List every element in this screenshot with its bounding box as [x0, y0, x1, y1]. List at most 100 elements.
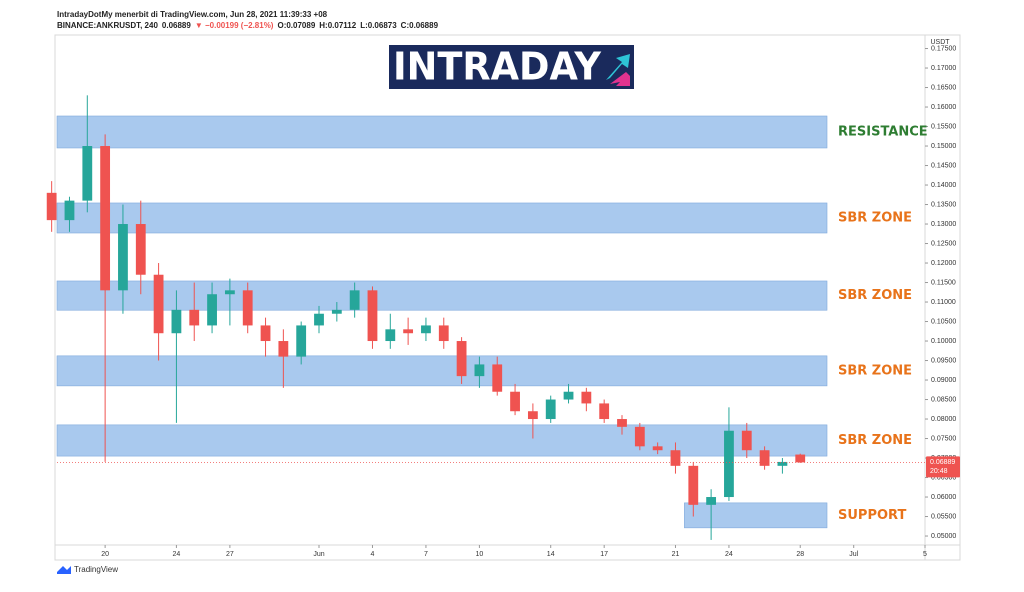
logo-box [389, 45, 634, 89]
y-tick-label: 0.09000 [931, 377, 956, 384]
y-tick-label: 0.17000 [931, 65, 956, 72]
x-tick-label: 24 [725, 551, 733, 558]
x-tick-label: 20 [101, 551, 109, 558]
y-tick-label: 0.12000 [931, 260, 956, 267]
candle-body [64, 200, 75, 221]
candle-body [724, 430, 734, 498]
x-tick-label: 21 [672, 551, 680, 558]
candle-body [492, 364, 503, 392]
high: H:0.07112 [319, 21, 356, 30]
zone-label: SBR ZONE [838, 288, 912, 303]
candle-body [421, 325, 431, 334]
x-tick-label: 17 [600, 551, 608, 558]
candle-body [331, 309, 342, 314]
price-tag [926, 456, 960, 478]
y-tick-label: 0.13000 [931, 221, 956, 228]
zone-label: SBR ZONE [838, 210, 912, 225]
candle-body [82, 146, 93, 201]
y-tick-label: 0.14500 [931, 162, 956, 169]
zone [56, 202, 828, 234]
currency: USDT [930, 39, 950, 46]
x-tick-label: 10 [476, 551, 484, 558]
candle-body [652, 446, 663, 451]
candle-body [777, 461, 788, 466]
publisher: IntradayDotMy menerbit di TradingView.co… [57, 10, 328, 19]
x-tick-label: 27 [226, 551, 234, 558]
candle-body [296, 325, 307, 357]
candle-body [349, 290, 360, 310]
candle-body [510, 391, 520, 412]
y-tick-label: 0.15000 [931, 143, 956, 150]
candle-body [474, 364, 485, 377]
candle-body [242, 290, 253, 326]
y-tick-label: 0.11000 [931, 299, 956, 306]
zone [56, 424, 828, 457]
logo: INTRADAY [389, 45, 634, 89]
candle-body [314, 313, 324, 326]
candle-body [118, 224, 128, 291]
chart-frame [54, 34, 961, 561]
y-tick-label: 0.05000 [931, 533, 956, 540]
candle-body [171, 309, 182, 334]
candle-body [260, 325, 271, 342]
y-tick-label: 0.07500 [931, 435, 956, 442]
candle-body [385, 329, 396, 342]
candle-body [438, 325, 449, 342]
candle-body [224, 290, 235, 295]
price-tag-value: 0.06889 [930, 459, 955, 466]
y-tick-label: 0.17500 [931, 45, 956, 52]
price-tag-time: 20:48 [930, 468, 948, 475]
x-tick-label: Jul [849, 551, 858, 558]
zone [56, 115, 828, 149]
change: ▼ −0.00199 (−2.81%) [195, 21, 274, 30]
symbol-line: BINANCE:ANKRUSDT, 240 0.06889 ▼ −0.00199… [57, 21, 439, 30]
y-tick-label: 0.05500 [931, 513, 956, 520]
y-tick-label: 0.11500 [931, 279, 956, 286]
logo-arrow-up [606, 54, 630, 80]
candle-body [207, 294, 217, 326]
zone-label: SUPPORT [838, 508, 906, 523]
y-tick-label: 0.09500 [931, 357, 956, 364]
y-tick-label: 0.16500 [931, 84, 956, 91]
candle-body [670, 450, 681, 466]
x-tick-label: 7 [424, 551, 428, 558]
candle-body [563, 391, 574, 400]
symbol: BINANCE:ANKRUSDT, 240 [57, 21, 158, 30]
x-tick-label: 5 [923, 551, 927, 558]
footer-logo [57, 566, 71, 574]
candle-body [46, 192, 57, 221]
logo-arrow-down [610, 72, 630, 86]
candle-body [367, 290, 378, 342]
zone-label: SBR ZONE [838, 363, 912, 378]
y-tick-label: 0.10000 [931, 338, 956, 345]
y-tick-label: 0.16000 [931, 104, 956, 111]
y-tick-label: 0.15500 [931, 123, 956, 130]
x-tick-label: 14 [547, 551, 555, 558]
zone [56, 280, 828, 311]
candle-body [403, 329, 414, 334]
logo-text: INTRADAY [393, 45, 601, 89]
close: C:0.06889 [401, 21, 439, 30]
zone [684, 502, 828, 529]
footer-text: TradingView [74, 565, 118, 574]
y-tick-label: 0.06000 [931, 494, 956, 501]
x-tick-label: Jun [313, 551, 324, 558]
candle-body [527, 411, 538, 420]
open: O:0.07089 [277, 21, 315, 30]
last-price: 0.06889 [162, 21, 191, 30]
footer: TradingView [57, 565, 118, 574]
candle-body [741, 430, 752, 451]
zone [56, 355, 828, 387]
x-tick-label: 4 [371, 551, 375, 558]
candle-body [100, 146, 111, 291]
candle-body [545, 399, 556, 420]
y-tick-label: 0.12500 [931, 240, 956, 247]
zone-label: RESISTANCE [838, 124, 928, 139]
x-tick-label: 28 [796, 551, 804, 558]
y-tick-label: 0.10500 [931, 318, 956, 325]
candle-body [135, 224, 146, 275]
y-tick-label: 0.14000 [931, 182, 956, 189]
y-tick-label: 0.08000 [931, 416, 956, 423]
x-tick-label: 24 [173, 551, 181, 558]
